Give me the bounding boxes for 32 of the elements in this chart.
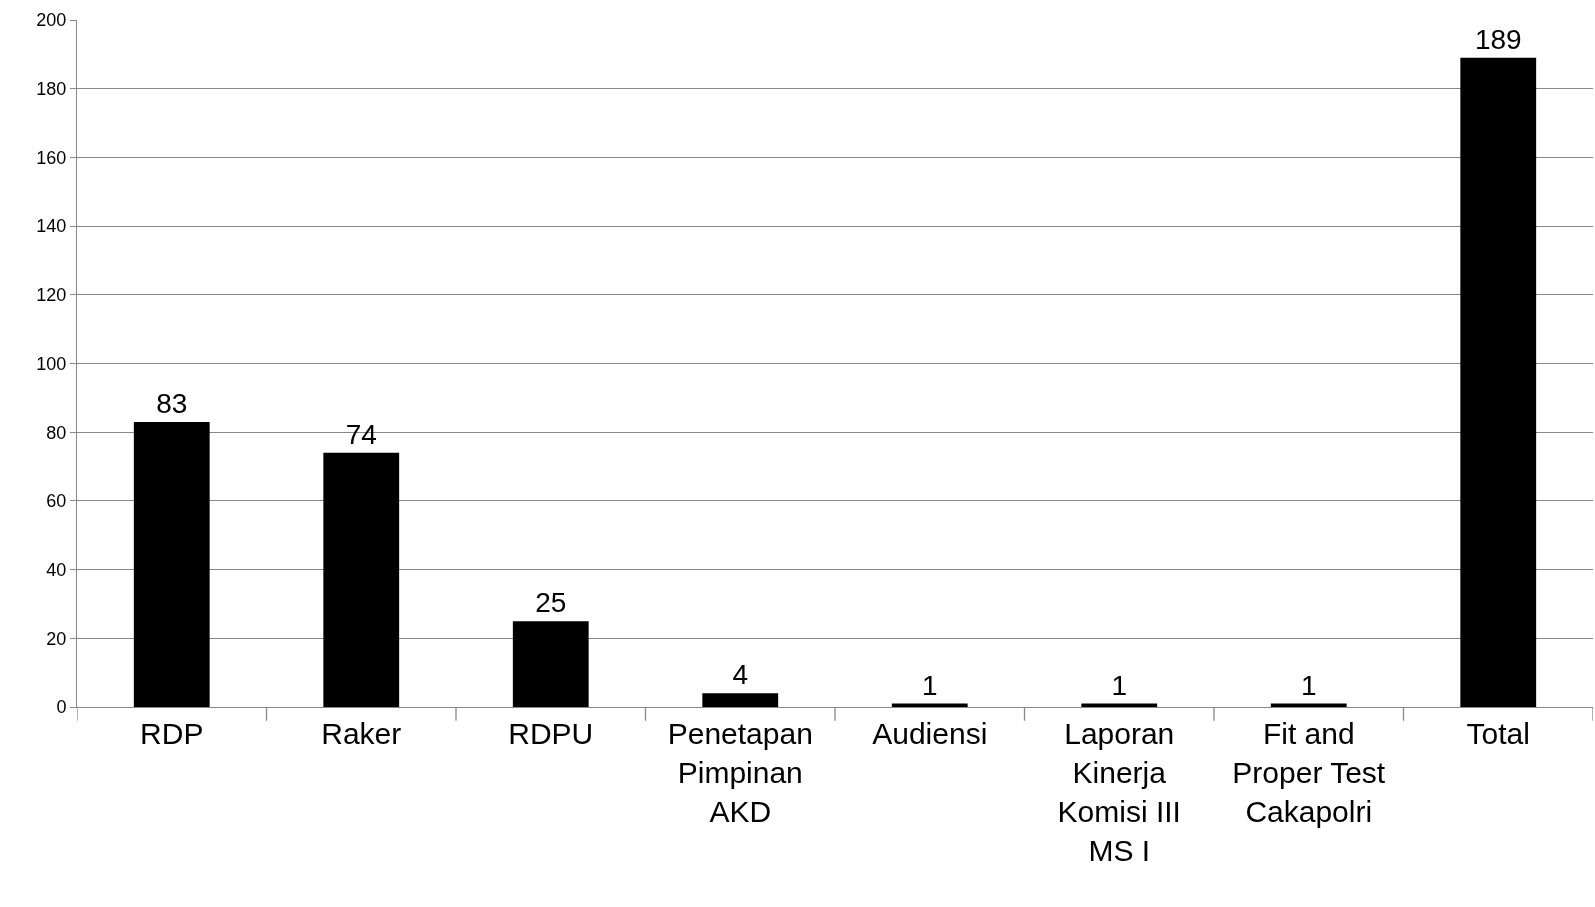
- data-label: 25: [535, 587, 567, 619]
- y-tick-label: 100: [36, 353, 67, 374]
- data-label: 83: [156, 387, 188, 419]
- y-tick-label: 0: [56, 697, 67, 718]
- y-tick-label: 140: [36, 216, 67, 237]
- x-tick-label: Total: [1466, 717, 1530, 750]
- x-tick-label: Penetapan Pimpinan AKD: [667, 717, 813, 828]
- x-tick-label: RDPU: [508, 717, 594, 750]
- bar: [323, 452, 400, 707]
- data-label: 74: [345, 418, 377, 450]
- x-tick-label: Raker: [321, 717, 402, 750]
- x-tick-label: Audiensi: [872, 717, 988, 750]
- x-tick-label: Fit and Proper Test Cakapolri: [1232, 717, 1386, 828]
- bar: [133, 421, 210, 707]
- y-tick-label: 40: [46, 559, 67, 580]
- y-tick-label: 20: [46, 628, 67, 649]
- bar: [1460, 57, 1537, 707]
- y-tick-label: 60: [46, 491, 67, 512]
- bar: [702, 693, 779, 707]
- bar: [512, 621, 589, 707]
- y-tick-label: 180: [36, 79, 67, 99]
- x-tick-label: RDP: [140, 717, 204, 750]
- data-label: 1: [1111, 669, 1128, 701]
- x-tick-label: Laporan Kinerja Komisi III MS I: [1057, 717, 1181, 867]
- y-tick-label: 160: [36, 147, 67, 168]
- y-tick-label: 80: [46, 422, 67, 443]
- data-label: 189: [1474, 23, 1522, 55]
- y-tick-label: 200: [36, 10, 67, 31]
- data-label: 4: [732, 659, 749, 691]
- data-label: 1: [921, 669, 938, 701]
- y-tick-label: 120: [36, 285, 67, 306]
- data-label: 1: [1300, 669, 1317, 701]
